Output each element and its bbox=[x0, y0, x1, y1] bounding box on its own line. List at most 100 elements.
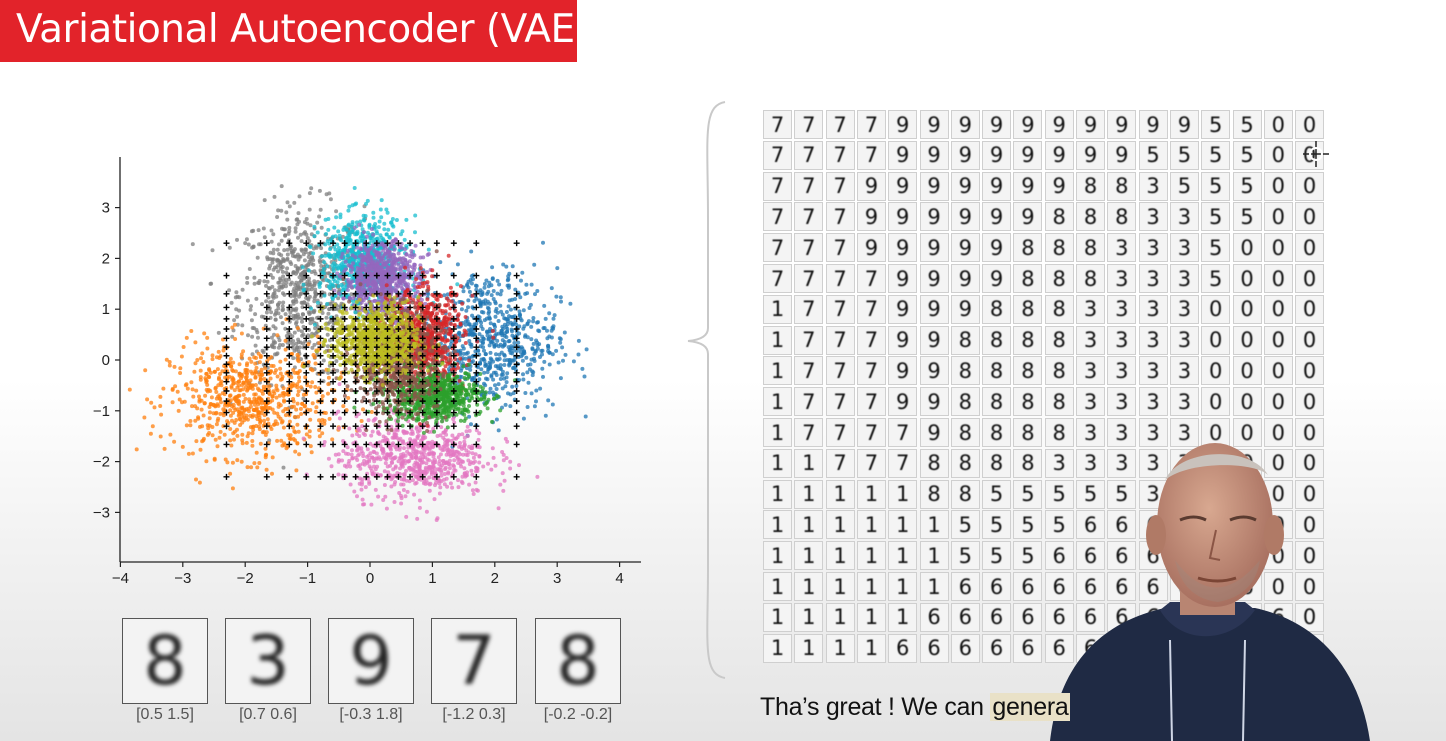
scatter-point bbox=[282, 292, 287, 297]
scatter-point bbox=[525, 335, 530, 340]
scatter-point bbox=[290, 381, 295, 386]
scatter-point bbox=[356, 278, 361, 283]
scatter-point bbox=[379, 259, 384, 264]
scatter-point bbox=[482, 282, 487, 286]
scatter-point bbox=[357, 288, 362, 293]
scatter-point bbox=[455, 435, 460, 440]
scatter-point bbox=[296, 211, 301, 216]
scatter-point bbox=[244, 368, 249, 372]
scatter-point bbox=[275, 374, 280, 379]
scatter-point bbox=[443, 429, 448, 434]
scatter-point bbox=[230, 418, 234, 423]
scatter-point bbox=[248, 385, 253, 390]
scatter-point bbox=[293, 229, 298, 234]
scatter-point bbox=[210, 433, 215, 438]
scatter-point bbox=[369, 246, 374, 250]
scatter-point bbox=[294, 468, 299, 473]
scatter-point bbox=[367, 457, 372, 462]
scatter-point bbox=[262, 279, 267, 284]
scatter-point bbox=[310, 345, 315, 350]
scatter-point bbox=[219, 379, 224, 384]
scatter-point bbox=[502, 322, 507, 327]
scatter-point bbox=[447, 466, 452, 471]
scatter-point bbox=[459, 444, 463, 449]
scatter-point bbox=[521, 308, 526, 313]
scatter-point bbox=[292, 294, 297, 299]
scatter-point bbox=[421, 481, 426, 486]
scatter-point bbox=[211, 411, 216, 416]
scatter-point bbox=[214, 422, 219, 427]
scatter-point bbox=[288, 282, 293, 287]
scatter-point bbox=[304, 392, 309, 397]
scatter-point bbox=[197, 480, 202, 485]
scatter-point bbox=[498, 482, 503, 487]
scatter-point bbox=[526, 319, 531, 324]
scatter-point bbox=[498, 292, 503, 297]
scatter-point bbox=[355, 448, 359, 453]
scatter-point bbox=[284, 334, 289, 338]
scatter-point bbox=[498, 363, 503, 368]
scatter-point bbox=[246, 431, 251, 436]
scatter-point bbox=[285, 217, 290, 222]
scatter-point bbox=[260, 302, 264, 307]
scatter-point bbox=[385, 464, 390, 469]
scatter-point bbox=[243, 396, 248, 401]
scatter-point bbox=[307, 244, 312, 249]
scatter-point bbox=[369, 227, 374, 231]
scatter-point bbox=[240, 374, 245, 378]
scatter-point bbox=[294, 280, 299, 285]
scatter-point bbox=[339, 255, 344, 260]
scatter-point bbox=[317, 418, 321, 423]
scatter-point bbox=[230, 460, 235, 465]
scatter-point bbox=[269, 427, 274, 431]
scatter-point bbox=[319, 254, 324, 259]
cluster-points-1 bbox=[127, 317, 374, 491]
scatter-point bbox=[235, 322, 240, 327]
scatter-point bbox=[366, 258, 370, 263]
scatter-point bbox=[501, 458, 506, 463]
scatter-point bbox=[276, 306, 281, 311]
scatter-point bbox=[244, 363, 249, 368]
scatter-point bbox=[484, 316, 489, 321]
scatter-point bbox=[234, 396, 239, 401]
scatter-point bbox=[365, 267, 370, 272]
scatter-point bbox=[466, 298, 471, 303]
scatter-point bbox=[204, 371, 209, 376]
scatter-point bbox=[428, 441, 433, 446]
scatter-point bbox=[325, 344, 330, 349]
scatter-point bbox=[270, 407, 275, 412]
scatter-point bbox=[283, 347, 288, 352]
scatter-point bbox=[460, 344, 465, 349]
scatter-point bbox=[582, 374, 587, 379]
scatter-point bbox=[353, 255, 358, 260]
scatter-point bbox=[401, 488, 406, 492]
scatter-point bbox=[481, 336, 486, 341]
scatter-point bbox=[429, 472, 434, 477]
scatter-point bbox=[329, 464, 334, 469]
scatter-point bbox=[324, 278, 329, 283]
scatter-point bbox=[430, 268, 435, 273]
scatter-point bbox=[296, 235, 300, 240]
scatter-point bbox=[379, 269, 384, 274]
scatter-point bbox=[509, 346, 514, 351]
scatter-point bbox=[403, 494, 408, 499]
scatter-point bbox=[342, 463, 347, 468]
scatter-point bbox=[266, 421, 271, 426]
scatter-point bbox=[383, 279, 388, 284]
scatter-point bbox=[405, 489, 410, 494]
scatter-point bbox=[228, 471, 233, 476]
scatter-point bbox=[276, 311, 281, 316]
scatter-point bbox=[429, 311, 434, 315]
scatter-point bbox=[300, 319, 304, 324]
scatter-point bbox=[375, 236, 380, 241]
scatter-point bbox=[559, 299, 563, 304]
scatter-point bbox=[280, 269, 285, 274]
scatter-point bbox=[360, 265, 365, 270]
scatter-point bbox=[461, 351, 466, 356]
scatter-point bbox=[394, 218, 399, 222]
scatter-point bbox=[245, 280, 250, 285]
scatter-point bbox=[281, 274, 286, 279]
scatter-point bbox=[248, 307, 253, 312]
scatter-point bbox=[467, 428, 472, 433]
scatter-point bbox=[370, 260, 375, 265]
